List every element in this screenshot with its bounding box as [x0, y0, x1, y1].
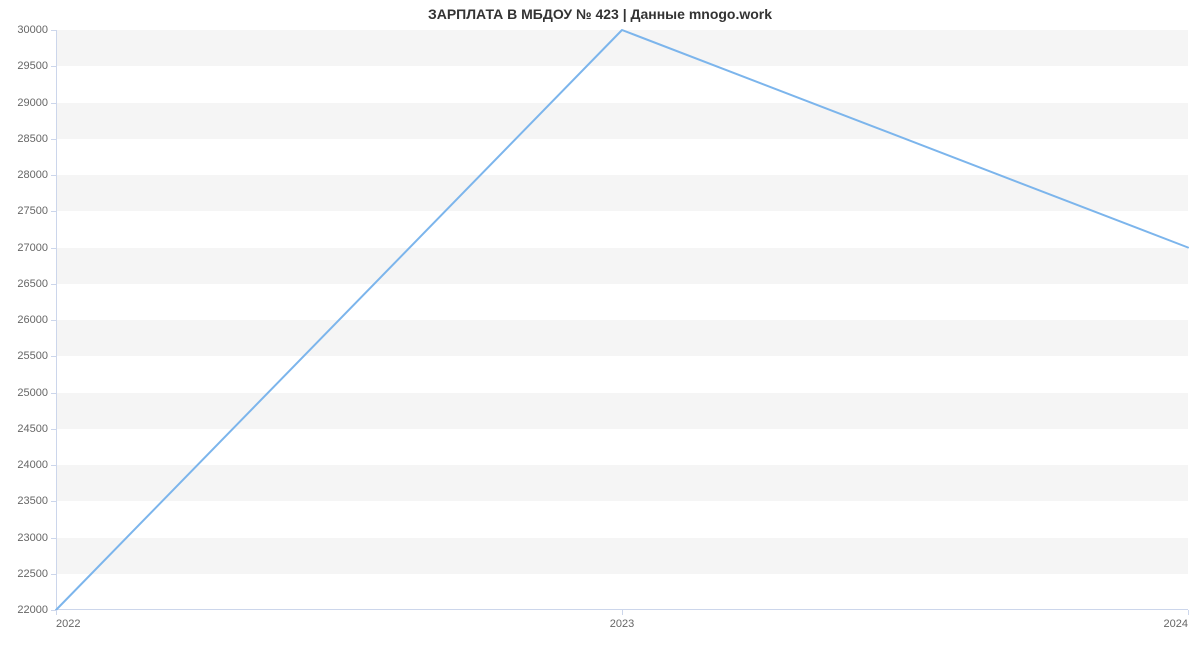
line-layer [56, 30, 1188, 610]
y-tick-mark [51, 393, 56, 394]
y-tick-mark [51, 30, 56, 31]
y-tick-label: 25500 [17, 350, 48, 362]
y-tick-mark [51, 175, 56, 176]
y-tick-label: 28000 [17, 169, 48, 181]
y-tick-mark [51, 248, 56, 249]
x-tick-mark [1188, 610, 1189, 615]
y-tick-label: 23000 [17, 532, 48, 544]
plot-area: 2200022500230002350024000245002500025500… [56, 30, 1188, 610]
y-tick-label: 25000 [17, 387, 48, 399]
y-tick-mark [51, 66, 56, 67]
y-tick-mark [51, 320, 56, 321]
y-tick-label: 26000 [17, 314, 48, 326]
y-tick-label: 29500 [17, 60, 48, 72]
chart-title: ЗАРПЛАТА В МБДОУ № 423 | Данные mnogo.wo… [0, 6, 1200, 22]
y-tick-mark [51, 465, 56, 466]
y-tick-mark [51, 356, 56, 357]
y-tick-mark [51, 538, 56, 539]
series-line-salary [56, 30, 1188, 610]
y-tick-label: 24500 [17, 423, 48, 435]
y-tick-mark [51, 284, 56, 285]
y-tick-label: 30000 [17, 24, 48, 36]
y-tick-label: 27500 [17, 205, 48, 217]
x-tick-label: 2022 [56, 618, 80, 630]
y-tick-label: 28500 [17, 133, 48, 145]
x-tick-label: 2023 [610, 618, 634, 630]
y-tick-mark [51, 139, 56, 140]
y-tick-mark [51, 103, 56, 104]
y-tick-mark [51, 501, 56, 502]
y-tick-label: 22000 [17, 604, 48, 616]
x-tick-mark [622, 610, 623, 615]
y-tick-label: 29000 [17, 97, 48, 109]
x-tick-mark [56, 610, 57, 615]
y-tick-label: 27000 [17, 242, 48, 254]
y-tick-label: 26500 [17, 278, 48, 290]
y-tick-label: 22500 [17, 568, 48, 580]
y-tick-mark [51, 211, 56, 212]
x-tick-label: 2024 [1164, 618, 1188, 630]
salary-line-chart: ЗАРПЛАТА В МБДОУ № 423 | Данные mnogo.wo… [0, 0, 1200, 650]
y-tick-label: 24000 [17, 459, 48, 471]
y-tick-mark [51, 574, 56, 575]
y-tick-mark [51, 429, 56, 430]
y-tick-label: 23500 [17, 495, 48, 507]
